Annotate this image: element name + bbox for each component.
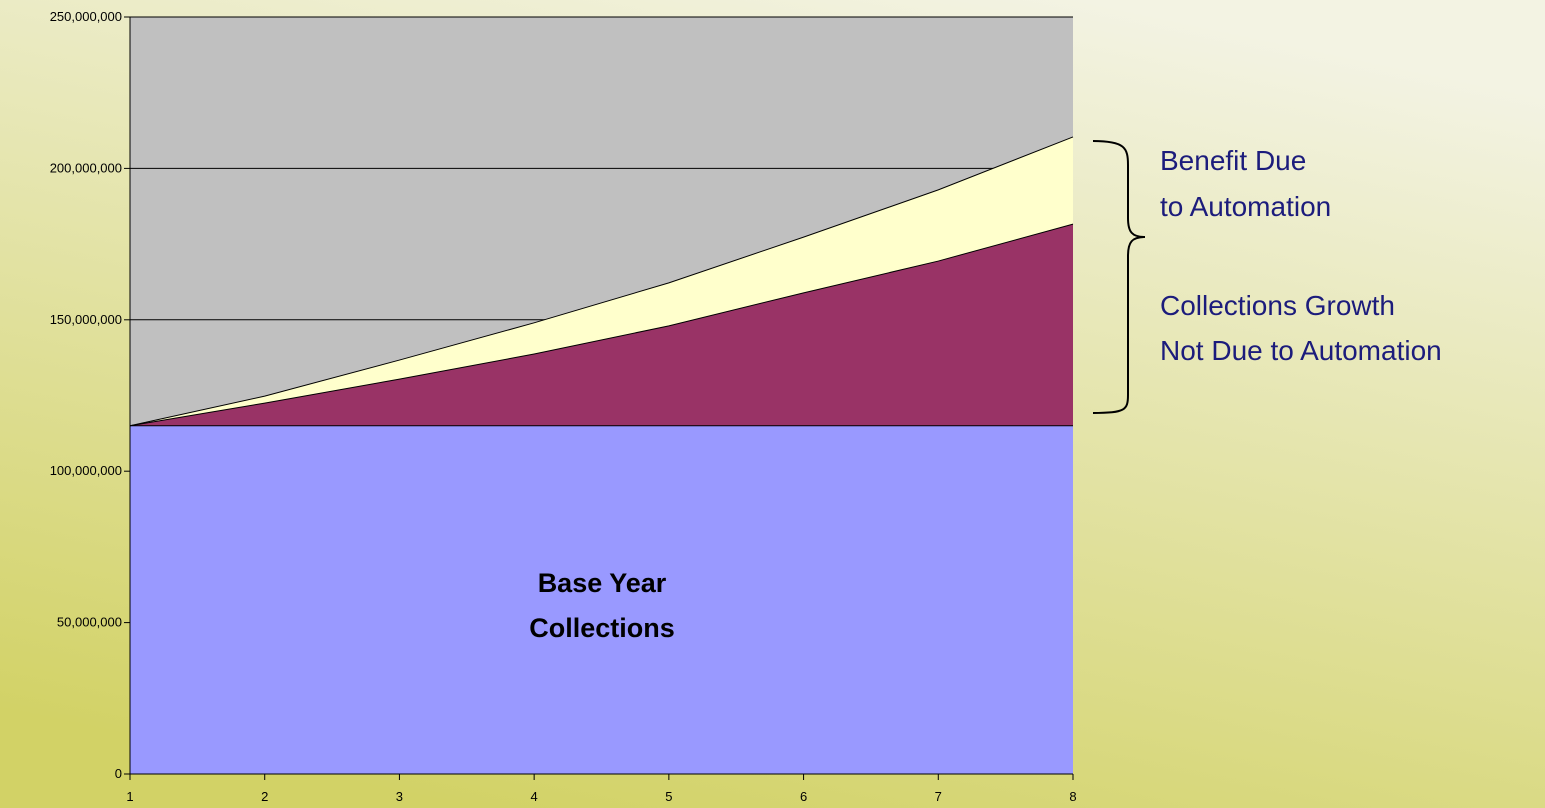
area: [130, 224, 1073, 426]
x-tick-label: 7: [935, 789, 942, 804]
series-label: Not Due to Automation: [1160, 335, 1442, 366]
x-tick-label: 8: [1069, 789, 1076, 804]
x-tick-label: 1: [126, 789, 133, 804]
plot: 0 50,000,000 100,000,000 150,000,000 200,000…: [50, 9, 1077, 804]
area: [130, 425, 1073, 774]
y-tick-label: 0: [115, 766, 122, 781]
x-tick-label: 5: [665, 789, 672, 804]
area-edge: [129, 136, 1074, 427]
series-label: Collections: [529, 613, 675, 643]
y-tick-label: 150,000,000: [50, 312, 122, 327]
series-label: Base Year: [538, 568, 667, 598]
x-tick-label: 6: [800, 789, 807, 804]
x-tick-label: 3: [396, 789, 403, 804]
y-tick-label: 50,000,000: [57, 615, 122, 630]
y-tick-label: 250,000,000: [50, 9, 122, 24]
x-tick-label: 2: [261, 789, 268, 804]
series-label: Collections Growth: [1160, 290, 1395, 321]
y-tick-label: 100,000,000: [50, 463, 122, 478]
brace: [1092, 140, 1146, 414]
series-label: Benefit Due: [1160, 145, 1306, 176]
area-edge: [129, 223, 1074, 427]
y-tick-label: 200,000,000: [50, 160, 122, 175]
x-tick-label: 4: [531, 789, 538, 804]
series-label: to Automation: [1160, 191, 1331, 222]
